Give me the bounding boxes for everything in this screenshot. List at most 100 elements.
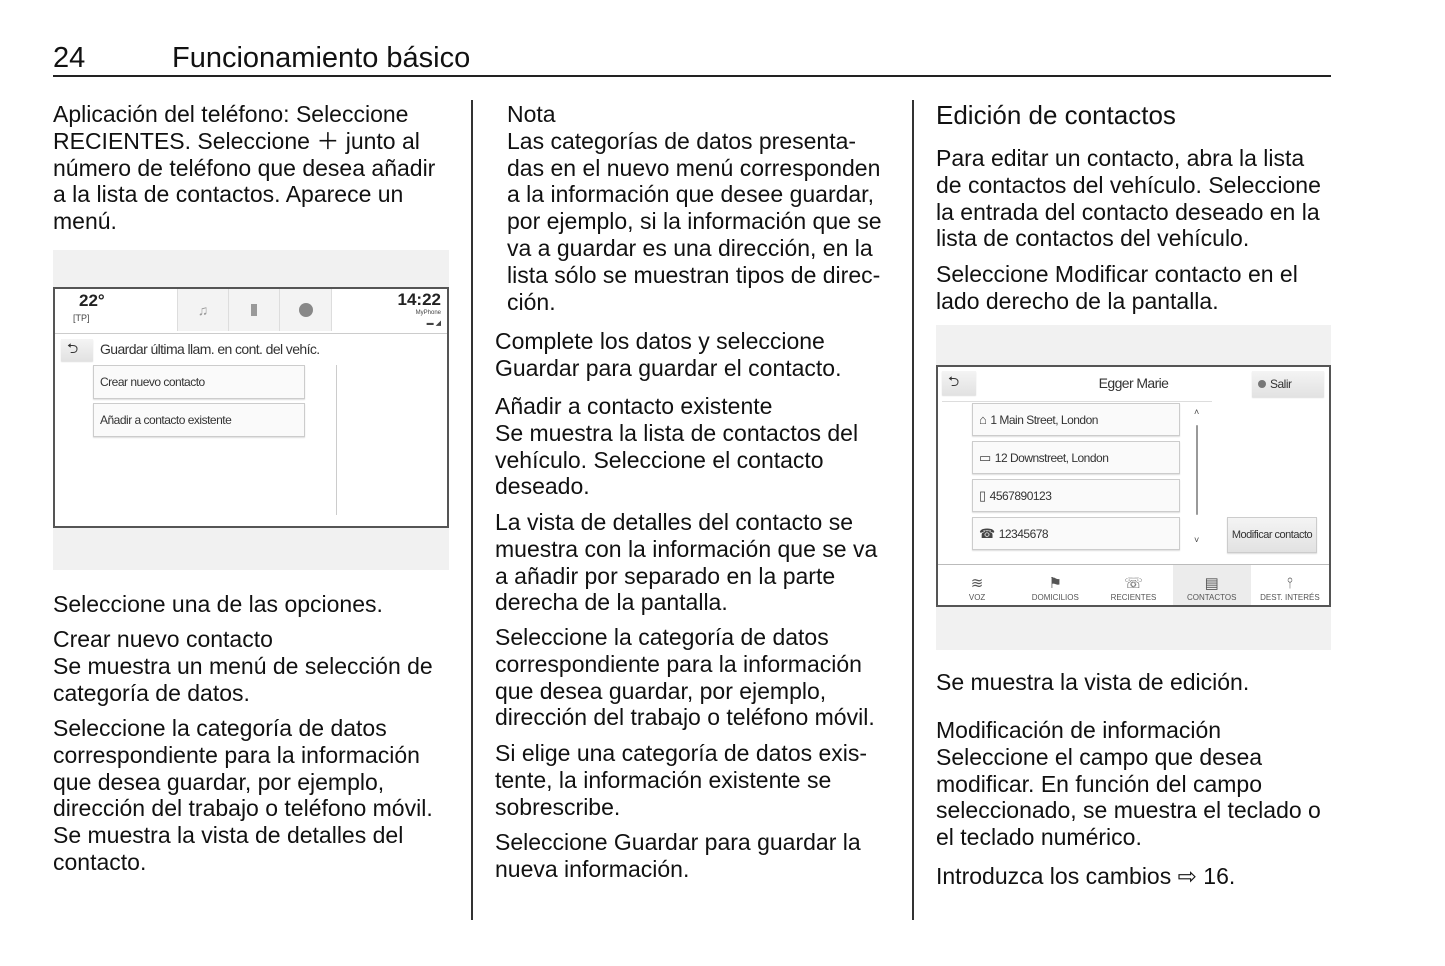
- scrollbar[interactable]: [336, 365, 337, 515]
- nav-tab[interactable]: [279, 289, 332, 331]
- audio-tab[interactable]: ♫: [177, 289, 228, 331]
- text-line: que desea guardar, por ejemplo,: [53, 768, 385, 795]
- text-line: que desea guardar, por ejemplo,: [495, 677, 827, 704]
- text-line: modificar. En función del campo: [936, 770, 1263, 797]
- globe-icon: [299, 303, 313, 317]
- text-line: Para editar un contacto, abra la lista: [936, 145, 1305, 171]
- text-line: Si elige una categoría de datos exis-: [495, 740, 868, 766]
- text-line: Introduzca los cambios ⇨ 16.: [936, 863, 1236, 889]
- page-number: 24: [53, 42, 86, 74]
- infotainment-screen: 22° [TP] ♫ 14:22 MyPhone ▬ ◢ ⮌ Guardar ú…: [53, 287, 449, 528]
- contacts-icon: ▤: [1204, 575, 1219, 592]
- nav-contactos[interactable]: ▤ CONTACTOS: [1172, 565, 1251, 605]
- text-line: ción.: [507, 288, 556, 315]
- text-line: por ejemplo, si la información que se: [507, 208, 882, 235]
- home-icon: ⌂: [979, 412, 987, 427]
- entry-text: 12345678: [998, 526, 1049, 541]
- phone-icon: ☎: [979, 525, 995, 541]
- voice-icon: ≋: [970, 575, 984, 592]
- phone-name: MyPhone: [415, 310, 441, 316]
- text-line: La vista de detalles del contacto se: [495, 509, 854, 535]
- text-line: dirección del trabajo o teléfono móvil.: [53, 795, 433, 822]
- section-heading: Edición de contactos: [936, 100, 1176, 130]
- nav-voz[interactable]: ≋ VOZ: [938, 565, 1016, 605]
- text-line: lista sólo se muestran tipos de direc-: [507, 261, 881, 288]
- poi-icon: ⫯: [1286, 575, 1294, 592]
- modify-contact-button[interactable]: Modificar contacto: [1227, 517, 1317, 553]
- text-line: de contactos del vehículo. Seleccione: [936, 171, 1321, 198]
- text-line: Se muestra la lista de contactos del: [495, 419, 859, 446]
- figure-save-call: 22° [TP] ♫ 14:22 MyPhone ▬ ◢ ⮌ Guardar ú…: [53, 250, 449, 570]
- tp-label: [TP]: [73, 313, 90, 323]
- nav-label: VOZ: [968, 593, 986, 602]
- text-line: lista de contactos del vehículo.: [936, 225, 1250, 252]
- paragraph: Para editar un contacto, abra la lista de…: [936, 145, 1321, 252]
- text-line: Seleccione la categoría de datos: [53, 715, 387, 741]
- flag-icon: ⚑: [1048, 575, 1062, 592]
- exit-button[interactable]: Salir: [1252, 371, 1324, 397]
- text-line: categoría de datos.: [53, 679, 250, 706]
- text-line: Las categorías de datos presenta-: [507, 127, 857, 154]
- contact-entry[interactable]: ⌂ 1 Main Street, London: [972, 403, 1180, 436]
- text-line: a añadir por separado en la parte: [495, 562, 836, 589]
- contact-name: Egger Marie: [1098, 375, 1169, 391]
- briefcase-icon: ▭: [979, 449, 991, 465]
- infotainment-screen: ⮌ Egger Marie Salir ⌂ 1 Main Street, Lond…: [936, 365, 1331, 607]
- entry-text: 4567890123: [989, 488, 1052, 503]
- recent-calls-icon: ☏: [1124, 575, 1143, 592]
- paragraph: Introduzca los cambios ⇨ 16.: [936, 863, 1235, 890]
- scroll-down-icon[interactable]: ˅: [1194, 535, 1200, 545]
- text-line: Modificación de información: [936, 717, 1222, 743]
- text-line: va a guardar es una dirección, en la: [507, 234, 873, 261]
- back-arrow-icon: ⮌: [67, 340, 78, 356]
- paragraph: Seleccione Modificar contacto en el lado …: [936, 261, 1298, 315]
- text-line: Se muestra la vista de edición.: [936, 669, 1250, 695]
- paragraph: Aplicación del teléfono: Seleccione RECIE…: [53, 101, 435, 235]
- add-existing-option[interactable]: Añadir a contacto existente: [93, 403, 305, 437]
- back-button[interactable]: ⮌: [942, 371, 976, 395]
- figure-edit-contact: ⮌ Egger Marie Salir ⌂ 1 Main Street, Lond…: [936, 325, 1331, 650]
- back-button[interactable]: ⮌: [61, 339, 93, 361]
- phone-tab[interactable]: [228, 289, 279, 331]
- text-line: Seleccione la categoría de datos: [495, 624, 829, 650]
- nav-recientes[interactable]: ☏ RECIENTES: [1094, 565, 1172, 605]
- contact-entry[interactable]: ▯ 4567890123: [972, 479, 1180, 512]
- text-line: Seleccione el campo que desea: [936, 743, 1263, 770]
- create-contact-option[interactable]: Crear nuevo contacto: [93, 365, 305, 399]
- exit-label: Salir: [1270, 377, 1292, 391]
- text-line: tente, la información existente se: [495, 766, 832, 793]
- text-line: Guardar para guardar el contacto.: [495, 354, 842, 381]
- nav-dest-interés[interactable]: ⫯ DEST. INTERÉS: [1251, 565, 1329, 605]
- paragraph: Seleccione la categoría de datos correspo…: [495, 624, 875, 731]
- text-line: lado derecho de la pantalla.: [936, 287, 1219, 314]
- contact-entry[interactable]: ▭ 12 Downstreet, London: [972, 441, 1180, 474]
- scroll-up-icon[interactable]: ˄: [1194, 407, 1200, 417]
- text-line: Nota: [507, 101, 556, 127]
- header-rule: [53, 75, 1331, 77]
- column-divider: [471, 100, 473, 920]
- text-line: correspondiente para la información: [495, 650, 862, 677]
- text-line: Aplicación del teléfono: Seleccione: [53, 101, 409, 127]
- nav-label: CONTACTOS: [1186, 593, 1237, 602]
- text-line: nueva información.: [495, 855, 690, 882]
- paragraph: Seleccione la categoría de datos correspo…: [53, 715, 433, 876]
- text-line: la entrada del contacto deseado en la: [936, 198, 1320, 225]
- paragraph: Añadir a contacto existente Se muestra la…: [495, 393, 858, 500]
- text-line: contacto.: [53, 848, 147, 875]
- nav-label: DOMICILIOS: [1031, 593, 1079, 602]
- contact-entry[interactable]: ☎ 12345678: [972, 517, 1180, 550]
- text-line: correspondiente para la información: [53, 741, 420, 768]
- paragraph: Si elige una categoría de datos exis-ten…: [495, 740, 867, 820]
- paragraph: Complete los datos y seleccione Guardar p…: [495, 328, 841, 382]
- text-line: menú.: [53, 208, 117, 235]
- scrollbar[interactable]: [1196, 425, 1198, 515]
- paragraph: Crear nuevo contacto Se muestra un menú d…: [53, 626, 433, 706]
- text-line: sobrescribe.: [495, 793, 621, 820]
- text-line: RECIENTES. Seleccione ＋ junto al: [53, 127, 420, 154]
- paragraph: Modificación de información Seleccione el…: [936, 717, 1321, 851]
- text-line: vehículo. Seleccione el contacto: [495, 446, 824, 473]
- entry-text: 1 Main Street, London: [990, 412, 1098, 427]
- nav-domicilios[interactable]: ⚑ DOMICILIOS: [1016, 565, 1094, 605]
- paragraph: Seleccione Guardar para guardar la nueva …: [495, 829, 861, 883]
- phone-icon: [251, 304, 257, 316]
